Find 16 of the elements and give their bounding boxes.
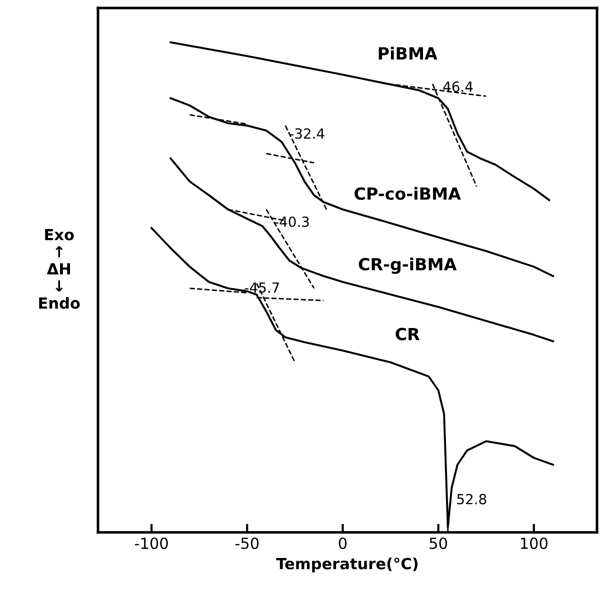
x-tick-label: 0 [338, 537, 347, 550]
annotation: -40.3 [274, 216, 309, 227]
series-label: CP-co-iBMA [354, 187, 461, 200]
x-tick-label: 50 [430, 537, 448, 550]
series-label: PiBMA [378, 46, 438, 60]
annotation: -45.7 [244, 282, 279, 293]
x-axis-title: Temperature(°C) [276, 558, 418, 572]
y-axis-title: Exo ↑ ΔH ↓ Endo [39, 229, 80, 309]
series-label: CR-g-iBMA [358, 258, 457, 274]
x-tick-label: -100 [134, 537, 168, 550]
x-tick-label: 100 [521, 537, 548, 550]
annotation: -32.4 [290, 128, 324, 139]
annotation: 52.8 [457, 494, 486, 504]
series-label: CR [396, 328, 420, 340]
x-tick-label: -50 [235, 537, 259, 550]
annotation: 46.4 [443, 81, 473, 92]
